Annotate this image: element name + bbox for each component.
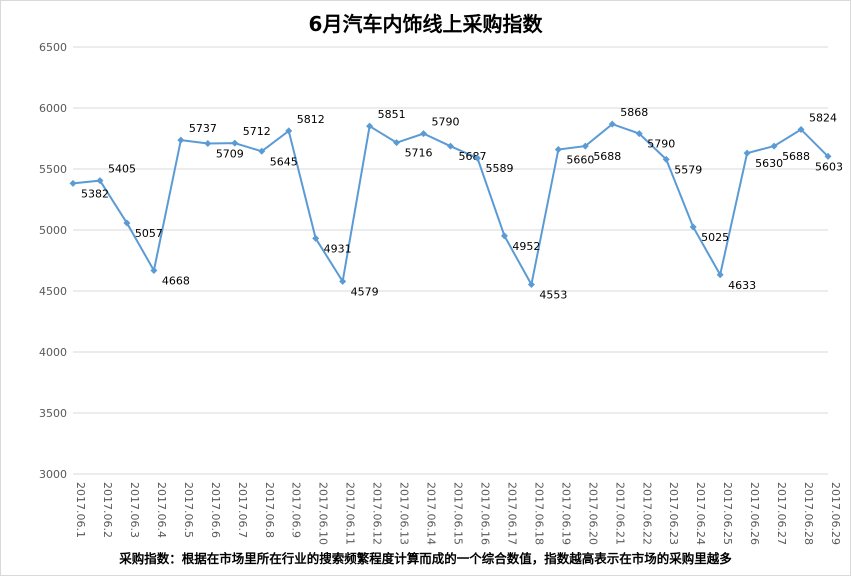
data-point bbox=[716, 271, 724, 279]
data-point bbox=[554, 145, 562, 153]
x-tick-label: 2017.06.29 bbox=[829, 482, 842, 545]
data-label: 5630 bbox=[755, 157, 783, 170]
data-label: 5812 bbox=[297, 113, 325, 126]
data-point bbox=[69, 179, 77, 187]
data-label: 4952 bbox=[512, 240, 540, 253]
data-label: 5579 bbox=[674, 163, 702, 176]
x-tick-label: 2017.06.20 bbox=[586, 482, 599, 545]
x-tick-label: 2017.06.19 bbox=[559, 482, 572, 545]
data-label: 5603 bbox=[815, 160, 843, 173]
data-point bbox=[581, 142, 589, 150]
data-point bbox=[339, 277, 347, 285]
y-tick-label: 6500 bbox=[39, 41, 67, 54]
x-tick-label: 2017.06.28 bbox=[802, 482, 815, 545]
x-tick-label: 2017.06.21 bbox=[613, 482, 626, 545]
data-label: 5382 bbox=[81, 187, 109, 200]
x-tick-label: 2017.06.12 bbox=[371, 482, 384, 545]
x-tick-label: 2017.06.14 bbox=[425, 482, 438, 545]
data-label: 5790 bbox=[432, 116, 460, 129]
x-tick-label: 2017.06.25 bbox=[721, 482, 734, 545]
data-point bbox=[258, 147, 266, 155]
data-label: 5790 bbox=[647, 138, 675, 151]
data-point bbox=[500, 232, 508, 240]
x-tick-label: 2017.06.5 bbox=[182, 482, 195, 538]
x-tick-label: 2017.06.11 bbox=[344, 482, 357, 545]
y-tick-label: 6000 bbox=[39, 102, 67, 115]
data-label: 5716 bbox=[405, 147, 433, 160]
data-label: 5712 bbox=[243, 125, 271, 138]
data-label: 5688 bbox=[593, 150, 621, 163]
data-label: 5645 bbox=[270, 155, 298, 168]
x-tick-label: 2017.06.3 bbox=[128, 482, 141, 538]
data-label: 5405 bbox=[108, 163, 136, 176]
x-tick-label: 2017.06.9 bbox=[290, 482, 303, 538]
x-tick-label: 2017.06.10 bbox=[317, 482, 330, 545]
data-point bbox=[123, 219, 131, 227]
data-label: 5709 bbox=[216, 148, 244, 161]
x-tick-label: 2017.06.26 bbox=[748, 482, 761, 545]
data-point bbox=[177, 136, 185, 144]
x-tick-label: 2017.06.2 bbox=[101, 482, 114, 538]
data-label: 5737 bbox=[189, 122, 217, 135]
x-tick-label: 2017.06.16 bbox=[478, 482, 491, 545]
chart-title: 6月汽车内饰线上采购指数 bbox=[308, 12, 543, 36]
x-tick-label: 2017.06.7 bbox=[236, 482, 249, 538]
data-label: 4579 bbox=[351, 285, 379, 298]
data-label: 5057 bbox=[135, 227, 163, 240]
data-label: 5688 bbox=[782, 150, 810, 163]
x-tick-label: 2017.06.4 bbox=[155, 482, 168, 538]
data-point bbox=[447, 142, 454, 150]
data-label: 5589 bbox=[485, 162, 513, 175]
data-point bbox=[824, 152, 832, 160]
y-tick-label: 5500 bbox=[39, 163, 67, 176]
x-tick-label: 2017.06.18 bbox=[532, 482, 545, 545]
data-point bbox=[204, 140, 212, 148]
data-label: 5025 bbox=[701, 231, 729, 244]
data-point bbox=[366, 122, 374, 130]
data-point bbox=[797, 125, 805, 133]
x-tick-label: 2017.06.17 bbox=[505, 482, 518, 545]
data-point bbox=[743, 149, 751, 157]
line-chart: 3000 3500 4000 4500 5000 5500 6000 6500 2017.06.… bbox=[39, 41, 843, 545]
data-label: 5824 bbox=[809, 111, 837, 124]
y-tick-label: 3500 bbox=[39, 407, 67, 420]
data-label: 4668 bbox=[162, 275, 190, 288]
x-tick-label: 2017.06.27 bbox=[775, 482, 788, 545]
y-tick-label: 3000 bbox=[39, 468, 67, 481]
x-tick-label: 2017.06.8 bbox=[263, 482, 276, 538]
y-tick-label: 4500 bbox=[39, 285, 67, 298]
data-point bbox=[473, 154, 481, 162]
x-tick-label: 2017.06.24 bbox=[694, 482, 707, 545]
x-tick-label: 2017.06.13 bbox=[398, 482, 411, 545]
data-label: 5868 bbox=[620, 106, 648, 119]
data-label: 4931 bbox=[324, 242, 352, 255]
x-tick-label: 2017.06.22 bbox=[640, 482, 653, 545]
data-point bbox=[635, 130, 643, 138]
data-point bbox=[96, 177, 104, 185]
y-tick-label: 5000 bbox=[39, 224, 67, 237]
data-point bbox=[608, 120, 616, 128]
data-label: 5687 bbox=[459, 150, 487, 163]
data-label: 5660 bbox=[566, 153, 594, 166]
data-point bbox=[420, 130, 428, 138]
data-point bbox=[689, 223, 697, 231]
data-point bbox=[150, 267, 158, 275]
data-point bbox=[393, 139, 401, 147]
data-label: 4553 bbox=[539, 289, 567, 302]
data-point bbox=[527, 281, 535, 289]
x-tick-label: 2017.06.1 bbox=[74, 482, 87, 538]
data-point bbox=[285, 127, 293, 135]
data-point bbox=[662, 155, 670, 163]
x-tick-label: 2017.06.23 bbox=[667, 482, 680, 545]
data-point bbox=[231, 139, 239, 147]
data-point bbox=[312, 234, 320, 242]
chart-footnote: 采购指数：根据在市场里所在行业的搜索频繁程度计算而成的一个综合数值，指数越高表示… bbox=[119, 551, 732, 566]
x-tick-label: 2017.06.6 bbox=[209, 482, 222, 538]
x-tick-label: 2017.06.15 bbox=[452, 482, 465, 545]
y-tick-label: 4000 bbox=[39, 346, 67, 359]
data-label: 4633 bbox=[728, 279, 756, 292]
data-point bbox=[770, 142, 778, 150]
data-label: 5851 bbox=[378, 108, 406, 121]
